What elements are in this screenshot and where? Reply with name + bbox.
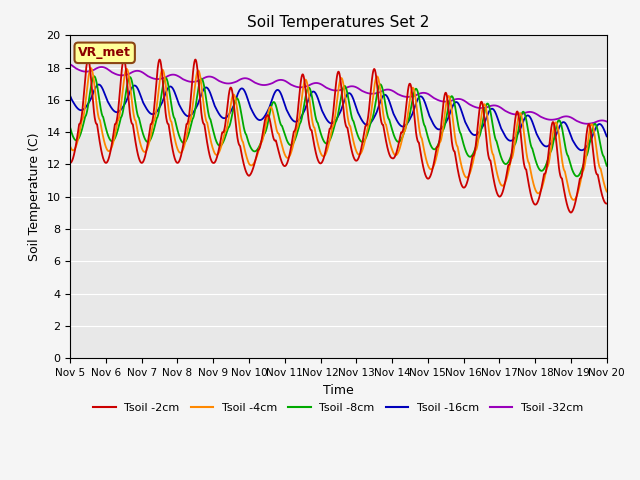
Tsoil -32cm <box>67 61 74 67</box>
Tsoil -16cm <box>603 133 611 139</box>
Tsoil -2cm <box>567 210 575 216</box>
Tsoil -8cm <box>272 103 280 109</box>
Tsoil -16cm <box>296 117 303 122</box>
Text: VR_met: VR_met <box>78 47 131 60</box>
Line: Tsoil -16cm: Tsoil -16cm <box>70 84 607 150</box>
Tsoil -8cm <box>573 173 581 179</box>
Tsoil -4cm <box>128 96 136 101</box>
Tsoil -4cm <box>593 146 600 152</box>
Line: Tsoil -8cm: Tsoil -8cm <box>70 76 607 176</box>
Line: Tsoil -32cm: Tsoil -32cm <box>70 64 607 124</box>
Tsoil -16cm <box>578 147 586 153</box>
Tsoil -2cm <box>159 86 167 92</box>
Tsoil -32cm <box>127 70 135 75</box>
Tsoil -32cm <box>159 75 167 81</box>
Tsoil -32cm <box>295 84 303 90</box>
Tsoil -8cm <box>593 123 600 129</box>
Line: Tsoil -2cm: Tsoil -2cm <box>70 60 607 213</box>
Tsoil -32cm <box>272 78 280 84</box>
Tsoil -4cm <box>159 68 167 74</box>
Line: Tsoil -4cm: Tsoil -4cm <box>70 68 607 200</box>
Tsoil -4cm <box>570 197 577 203</box>
Tsoil -16cm <box>67 93 74 99</box>
Tsoil -4cm <box>534 191 542 196</box>
Title: Soil Temperatures Set 2: Soil Temperatures Set 2 <box>247 15 429 30</box>
Tsoil -32cm <box>593 119 600 125</box>
X-axis label: Time: Time <box>323 384 354 396</box>
Tsoil -32cm <box>534 112 542 118</box>
Tsoil -2cm <box>84 57 92 62</box>
Y-axis label: Soil Temperature (C): Soil Temperature (C) <box>28 132 41 261</box>
Tsoil -8cm <box>296 122 303 128</box>
Tsoil -2cm <box>67 160 74 166</box>
Tsoil -2cm <box>593 171 600 177</box>
Tsoil -4cm <box>87 65 95 71</box>
Tsoil -4cm <box>272 125 280 131</box>
Tsoil -2cm <box>272 138 280 144</box>
Tsoil -8cm <box>159 81 167 86</box>
Tsoil -2cm <box>603 201 611 206</box>
Tsoil -8cm <box>67 125 74 131</box>
Tsoil -2cm <box>296 92 303 98</box>
Tsoil -16cm <box>159 96 167 102</box>
Tsoil -8cm <box>534 165 542 171</box>
Legend: Tsoil -2cm, Tsoil -4cm, Tsoil -8cm, Tsoil -16cm, Tsoil -32cm: Tsoil -2cm, Tsoil -4cm, Tsoil -8cm, Tsoi… <box>89 398 588 417</box>
Tsoil -8cm <box>128 77 136 83</box>
Tsoil -4cm <box>296 115 303 120</box>
Tsoil -8cm <box>90 73 98 79</box>
Tsoil -16cm <box>95 82 102 87</box>
Tsoil -32cm <box>603 119 611 124</box>
Tsoil -16cm <box>534 135 542 141</box>
Tsoil -32cm <box>583 121 591 127</box>
Tsoil -16cm <box>272 88 280 94</box>
Tsoil -4cm <box>67 144 74 149</box>
Tsoil -4cm <box>603 189 611 194</box>
Tsoil -8cm <box>603 163 611 168</box>
Tsoil -16cm <box>128 85 136 91</box>
Tsoil -16cm <box>593 124 600 130</box>
Tsoil -2cm <box>128 120 136 126</box>
Tsoil -2cm <box>534 197 542 203</box>
